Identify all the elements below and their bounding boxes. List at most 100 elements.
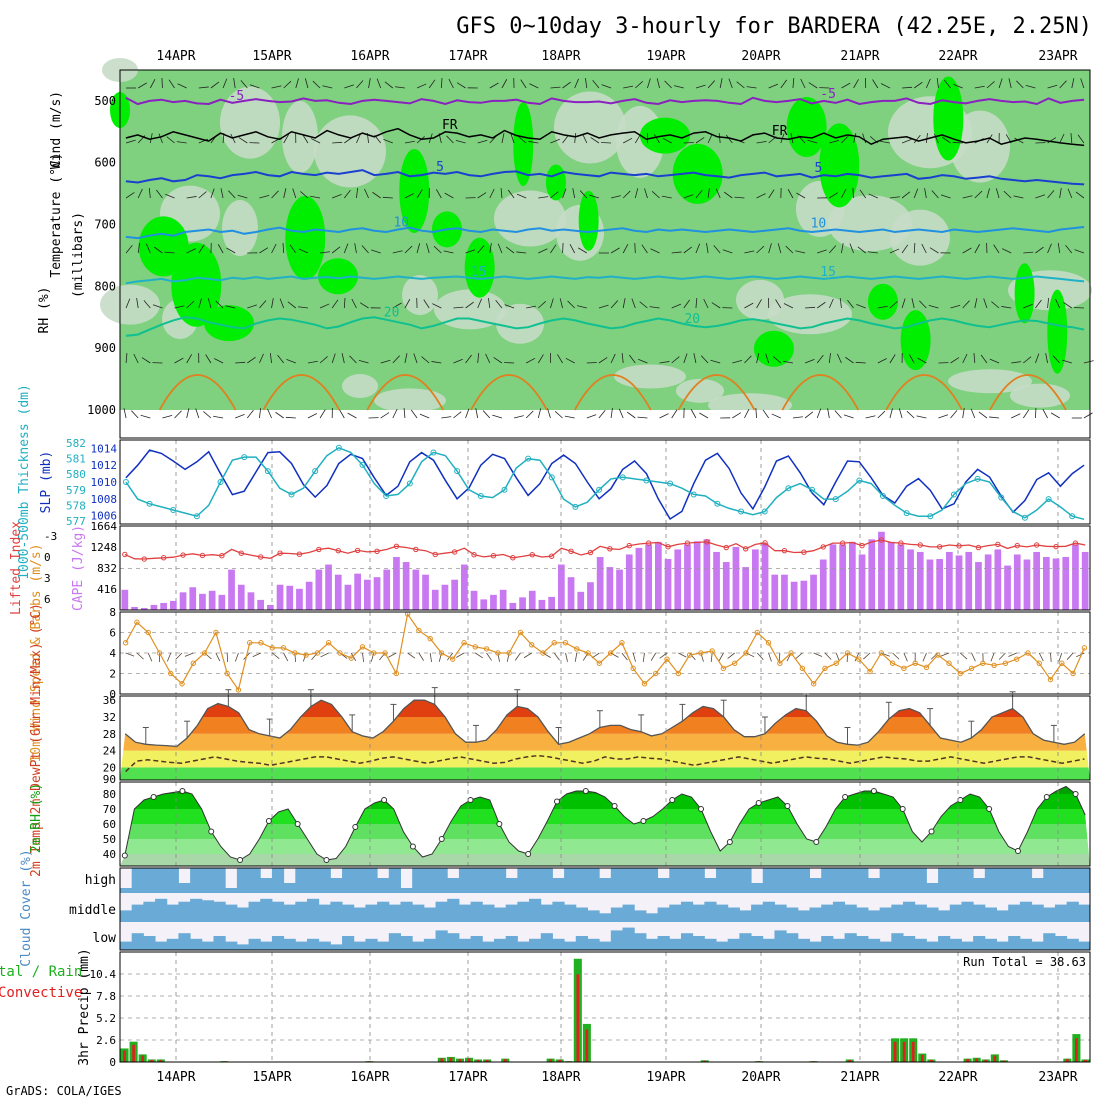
cloud-cell-high [354,868,366,893]
surface-wind-barb [566,653,568,662]
cape-bar [1053,559,1060,610]
wind-barb [504,362,514,363]
cape-bar [878,532,885,610]
cloud-cell-low [190,939,202,950]
rh-band-2 [120,824,1090,839]
surface-wind-barb [769,653,772,662]
surface-wind-barb [363,653,364,662]
cape-bar [510,603,517,610]
cloud-cell-middle [681,902,693,922]
cloud-cell-low [587,939,599,950]
cloud-cell-high [833,868,845,893]
cape-bar [335,575,342,610]
surface-wind-barb [126,653,134,656]
cloud-cell-low [798,939,810,950]
surface-wind-barb [419,653,424,661]
cape-bar [674,549,681,610]
surface-wind-barb [999,653,1005,659]
cloud-cell-high [167,868,179,893]
cloud-cell-low [377,942,389,950]
cape-axis-label: CAPE (J/kg) [71,525,86,611]
cloud-cell-high [330,878,342,893]
cloud-cell-low [436,930,448,950]
cloud-cell-high [985,868,997,893]
cloud-cell-low [354,942,366,950]
cape-bar [345,585,352,610]
cloud-cell-middle [307,899,319,922]
cape-bar [965,552,972,610]
cloud-cell-low [459,939,471,950]
cape-bar [461,565,468,610]
cloud-cell-low [272,936,284,950]
surface-wind-barb [430,653,431,662]
chart-title: GFS 0~10day 3-hourly for BARDERA (42.25E… [456,14,1092,39]
cloud-cell-middle [938,910,950,922]
surface-wind-barb [284,653,288,661]
surface-wind-barb [388,653,396,657]
cloud-cell-low [447,933,459,950]
cape-bar [791,582,798,610]
cloud-cell-low [704,939,716,950]
cloud-cell-low [400,936,412,950]
cloud-cell-low [880,942,892,950]
cape-bar [946,552,953,610]
cape-bar [558,565,565,610]
cape-bar [316,570,323,610]
date-label-top-8: 22APR [938,49,977,64]
cloud-cell-middle [1067,902,1079,922]
rh-tick-3: 70 [103,803,116,816]
wind-barb [162,78,163,88]
cloud-cell-high [997,868,1009,893]
cross-section-lower-band [120,410,1090,438]
cross-section-label-rh: RH (%) [37,287,52,334]
cloud-cell-low [623,928,635,950]
temp-band-0 [120,767,1090,780]
surface-wind-barb [893,653,899,659]
cloud-cell-high [880,868,892,893]
cape-bar [888,542,895,610]
cloud-cell-middle [225,905,237,922]
cape-bar [713,552,720,610]
cape-bar [199,594,206,610]
cloud-cell-high [1032,878,1044,893]
thickness-tick-4: 581 [66,453,86,466]
rh-point [814,840,819,845]
surface-wind-barb [941,653,949,656]
cape-bar [975,562,982,610]
cloud-cell-middle [517,902,529,922]
surface-wind-barb [272,653,279,659]
cloud-cell-middle [330,902,342,922]
cloud-cell-low [120,942,132,950]
cloud-cell-middle [552,902,564,922]
cloud-cell-low [728,939,740,950]
cross-section-label-temp: Temperature (°C) [49,152,64,277]
wind-tick-2: 4 [109,647,116,660]
rh-point [785,804,790,809]
cloud-cell-low [1055,936,1067,950]
cloud-cell-high [926,883,938,893]
cloud-cell-low [576,936,588,950]
date-label-bottom-0: 14APR [156,1070,195,1085]
cape-bar [704,539,711,610]
cape-bar [432,590,439,610]
cape-bar [228,570,235,610]
date-label-top-5: 19APR [646,49,685,64]
cape-tick-2: 1248 [91,541,118,554]
cape-bar [684,544,691,610]
cloud-cell-high [669,868,681,893]
pressure-tick-0: 500 [94,94,116,108]
cloud-cell-high [155,868,167,893]
cloud-cell-low [938,936,950,950]
wind-barb [1035,408,1036,418]
rh-dry-patch-24 [948,369,1032,393]
cloud-cell-middle [821,905,833,922]
cloud-cell-high [412,868,424,893]
pressure-tick-2: 700 [94,218,116,232]
date-label-bottom-5: 19APR [646,1070,685,1085]
cloud-cell-high [763,868,775,893]
cloud-cell-middle [798,910,810,922]
cloud-cell-low [471,936,483,950]
lifted-index-line [125,540,1085,559]
cloud-cell-low [1008,936,1020,950]
cloud-cell-middle [833,902,845,922]
